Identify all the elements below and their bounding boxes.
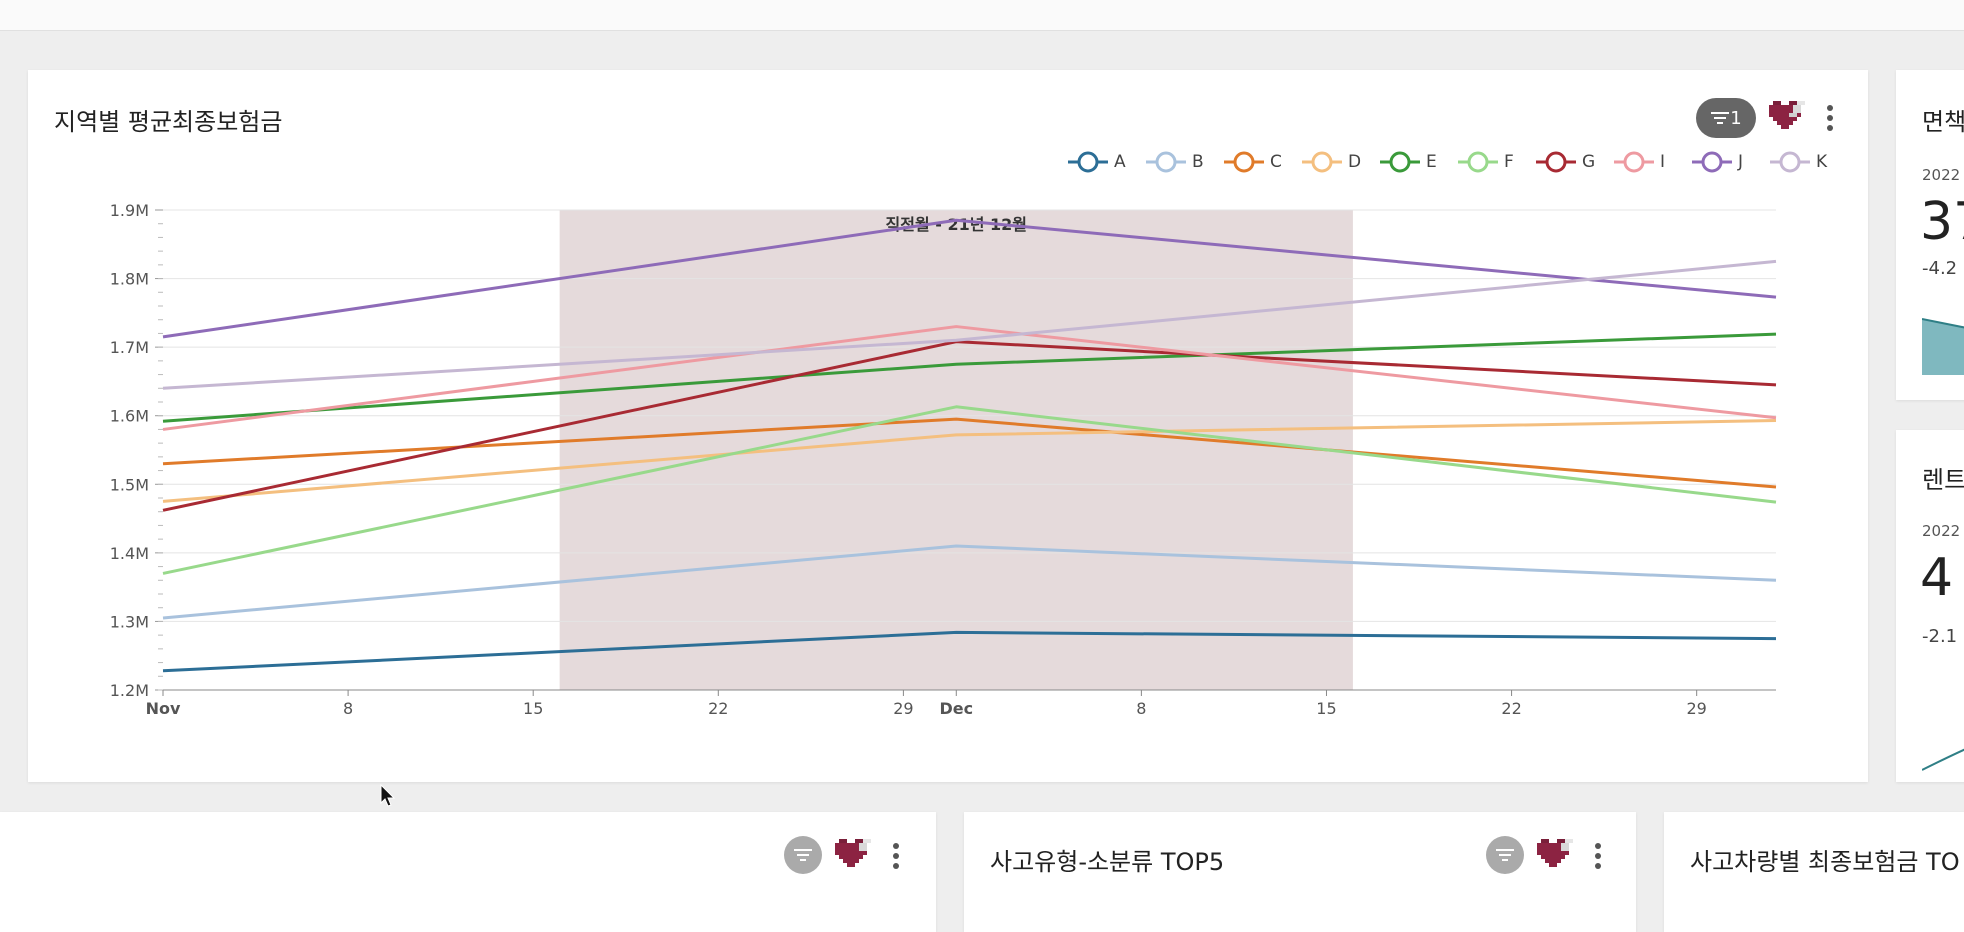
- more-vertical-icon[interactable]: [888, 838, 904, 874]
- legend-label: A: [1114, 152, 1126, 172]
- filter-badge-button[interactable]: 1: [1696, 98, 1756, 138]
- bottom-card-2: 사고유형-소분류 TOP5: [964, 812, 1636, 932]
- y-tick-label: 1.9M: [110, 201, 149, 220]
- right-card-value: 37: [1920, 192, 1964, 252]
- mouse-cursor-icon: [380, 784, 396, 807]
- x-tick-label: Dec: [939, 699, 973, 718]
- legend-label: I: [1660, 152, 1666, 172]
- line-chart: 직전월 - 21년 12월 1.2M 1.3M 1.4M 1.5M 1.6M 1.7M 1.8…: [110, 201, 1777, 718]
- right-card-sparkline: [1922, 748, 1964, 771]
- legend-marker-icon: [1380, 151, 1420, 173]
- filter-icon[interactable]: [1486, 836, 1524, 874]
- legend-marker-icon: [1692, 151, 1732, 173]
- right-card-value: 4: [1920, 548, 1954, 608]
- legend-marker-icon: [1536, 151, 1576, 173]
- legend-marker-icon: [1068, 151, 1108, 173]
- x-tick-label: 22: [1501, 699, 1521, 718]
- right-card-change: -4.2: [1922, 258, 1958, 279]
- top-bar: [0, 0, 1964, 31]
- highlight-label: 직전월 - 21년 12월: [886, 215, 1027, 234]
- filter-icon: [1711, 112, 1730, 124]
- legend-item-G[interactable]: G: [1536, 150, 1595, 174]
- series-line-D: [162, 419, 1777, 503]
- y-tick-label: 1.6M: [110, 407, 149, 426]
- series-line-F: [162, 405, 1777, 575]
- legend-item-E[interactable]: E: [1380, 150, 1437, 174]
- legend-item-J[interactable]: J: [1692, 150, 1743, 174]
- series-line-C: [162, 417, 1777, 489]
- legend-marker-icon: [1302, 151, 1342, 173]
- right-card-title: 렌트: [1922, 466, 1964, 494]
- x-tick-label: Nov: [146, 699, 181, 718]
- more-vertical-icon[interactable]: [1822, 100, 1838, 136]
- legend-marker-icon: [1458, 151, 1498, 173]
- x-tick-label: 8: [1136, 699, 1146, 718]
- legend-item-K[interactable]: K: [1770, 150, 1827, 174]
- legend-label: D: [1348, 152, 1362, 172]
- y-tick-label: 1.3M: [110, 612, 149, 631]
- legend-marker-icon: [1614, 151, 1654, 173]
- legend-label: G: [1582, 152, 1596, 172]
- legend-marker-icon: [1146, 151, 1186, 173]
- bottom-card-3: 사고차량별 최종보험금 TO: [1664, 812, 1964, 932]
- legend-label: C: [1270, 152, 1282, 172]
- legend-label: J: [1738, 152, 1744, 172]
- filter-count: 1: [1730, 107, 1742, 129]
- more-vertical-icon[interactable]: [1590, 838, 1606, 874]
- chart-card: 지역별 평균최종보험금 1 직전월 - 21년 12월 1.2M 1.3M 1.4M 1…: [28, 70, 1868, 782]
- series-line-J: [162, 218, 1777, 339]
- legend-item-A[interactable]: A: [1068, 150, 1126, 174]
- x-tick-label: 29: [893, 699, 913, 718]
- y-tick-label: 1.5M: [110, 475, 149, 494]
- x-tick-label: 22: [708, 699, 728, 718]
- y-tick-label: 1.8M: [110, 270, 149, 289]
- legend-marker-icon: [1770, 151, 1810, 173]
- legend-item-B[interactable]: B: [1146, 150, 1204, 174]
- x-tick-label: 15: [1316, 699, 1336, 718]
- x-tick-label: 29: [1686, 699, 1706, 718]
- right-card-change: -2.1: [1922, 626, 1958, 647]
- bottom-card-title: 사고유형-소분류 TOP5: [990, 848, 1225, 876]
- chart-card-title: 지역별 평균최종보험금: [54, 108, 283, 136]
- right-card-sparkline: [1922, 318, 1964, 375]
- right-card-rent: 렌트 2022 4 -2.1: [1896, 430, 1964, 782]
- right-card-title: 면책: [1922, 108, 1964, 136]
- highlight-band: [559, 210, 1353, 690]
- legend-label: E: [1426, 152, 1437, 172]
- series-line-K: [162, 259, 1777, 390]
- right-card-date: 2022: [1922, 522, 1961, 540]
- legend-item-C[interactable]: C: [1224, 150, 1282, 174]
- x-tick-label: 15: [523, 699, 543, 718]
- legend-item-F[interactable]: F: [1458, 150, 1514, 174]
- series-line-I: [162, 325, 1777, 431]
- legend-label: K: [1816, 152, 1828, 172]
- legend-label: F: [1504, 152, 1514, 172]
- bottom-card-1: [0, 812, 936, 932]
- series-line-E: [162, 332, 1777, 423]
- pixel-heart-icon[interactable]: [1768, 98, 1806, 136]
- bottom-card-title: 사고차량별 최종보험금 TO: [1690, 848, 1960, 876]
- legend-item-D[interactable]: D: [1302, 150, 1361, 174]
- legend-label: B: [1192, 152, 1204, 172]
- right-card-deductible: 면책 2022 37 -4.2: [1896, 70, 1964, 400]
- legend-item-I[interactable]: I: [1614, 150, 1665, 174]
- y-tick-label: 1.7M: [110, 338, 149, 357]
- pixel-heart-icon[interactable]: [1536, 836, 1574, 874]
- series-line-A: [162, 630, 1777, 673]
- x-tick-label: 8: [343, 699, 353, 718]
- legend-marker-icon: [1224, 151, 1264, 173]
- y-tick-label: 1.4M: [110, 544, 149, 563]
- pixel-heart-icon[interactable]: [834, 836, 872, 874]
- right-card-date: 2022: [1922, 166, 1961, 184]
- filter-icon[interactable]: [784, 836, 822, 874]
- y-tick-label: 1.2M: [110, 681, 149, 700]
- series-line-B: [162, 544, 1777, 620]
